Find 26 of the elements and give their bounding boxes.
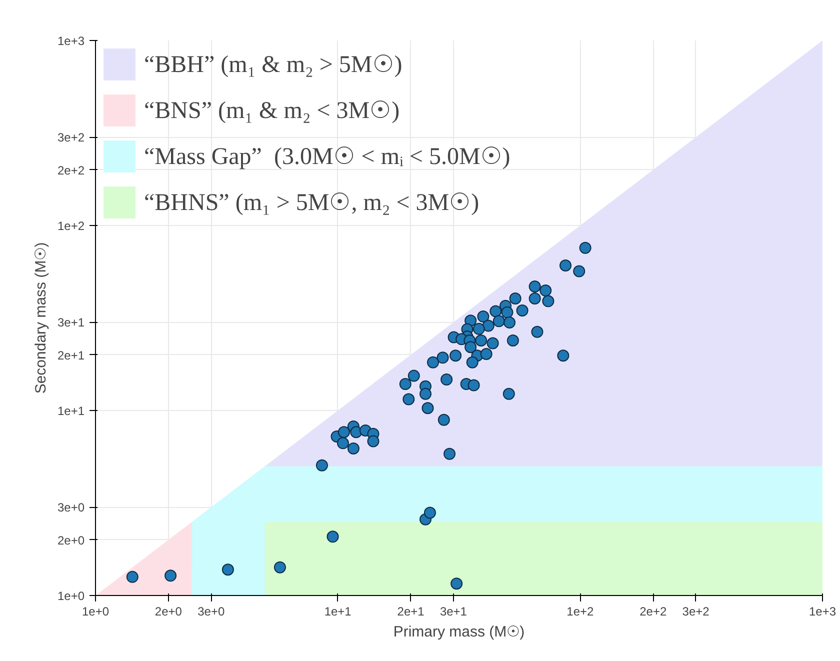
x-tick-label: 2e+2: [640, 604, 667, 618]
y-tick-label: 1e+1: [57, 404, 85, 418]
x-tick-label: 1e+3: [808, 604, 836, 618]
y-axis-title: Secondary mass (M☉): [32, 242, 50, 394]
legend-label: “Mass Gap” (3.0M☉ < mᵢ < 5.0M☉): [144, 142, 510, 172]
x-axis-title: Primary mass (M☉): [393, 624, 525, 640]
x-tick-label: 1e+0: [82, 604, 110, 618]
y-tick-label: 3e+0: [57, 500, 85, 515]
x-tick-label: 3e+1: [440, 604, 468, 618]
y-tick-label: 2e+0: [57, 533, 85, 548]
x-tick-label: 1e+1: [324, 604, 352, 618]
y-tick-label: 2e+2: [57, 163, 85, 178]
x-tick-label: 3e+2: [682, 604, 710, 618]
y-tick-label: 1e+2: [57, 219, 85, 233]
y-tick-label: 3e+1: [57, 316, 85, 330]
legend-label: “BNS” (m₁ & m₂ < 3M☉): [144, 96, 400, 126]
legend-label: “BBH” (m₁ & m₂ > 5M☉): [144, 50, 402, 80]
legend-label: “BHNS” (m₁ > 5M☉, m₂ < 3M☉): [144, 188, 480, 218]
x-tick-label: 2e+1: [397, 604, 425, 618]
x-tick-label: 1e+2: [566, 604, 594, 618]
y-tick-label: 1e+0: [57, 589, 85, 603]
y-tick-label: 2e+1: [57, 348, 85, 362]
x-tick-label: 2e+0: [154, 604, 182, 618]
y-tick-label: 1e+3: [57, 34, 85, 48]
x-tick-label: 3e+0: [198, 604, 225, 618]
y-tick-label: 3e+2: [57, 130, 85, 145]
